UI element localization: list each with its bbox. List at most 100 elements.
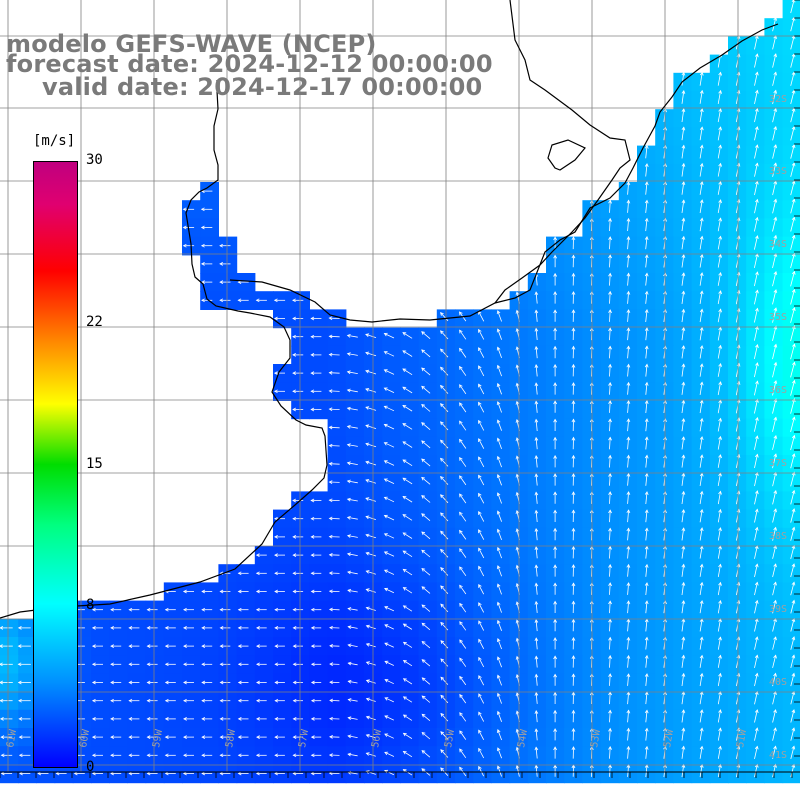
wind-arrow: [553, 691, 558, 704]
wind-arrow: [790, 727, 796, 741]
wind-arrow: [146, 698, 158, 703]
wind-arrow: [183, 644, 194, 648]
wind-arrow: [717, 271, 722, 286]
wind-arrow: [201, 298, 213, 303]
wind-arrow: [717, 636, 722, 650]
wind-arrow: [440, 530, 449, 540]
wind-arrow: [496, 401, 502, 413]
wind-arrow: [200, 262, 213, 266]
wind-arrow: [384, 624, 394, 630]
wind-arrow: [384, 751, 395, 757]
wind-arrow: [626, 327, 631, 341]
wind-arrow: [421, 604, 431, 612]
wind-arrow: [626, 600, 631, 614]
wind-arrow: [699, 527, 704, 541]
wind-arrow: [699, 345, 704, 359]
wind-arrow: [772, 508, 777, 523]
wind-arrow: [255, 571, 267, 576]
wind-arrow: [421, 422, 431, 431]
wind-arrow: [754, 435, 759, 450]
wind-arrow: [754, 508, 759, 523]
wind-arrow: [328, 607, 340, 612]
lat-label: 39S: [769, 604, 787, 615]
wind-arrow: [626, 709, 631, 723]
wind-arrow: [201, 589, 213, 594]
wind-arrow: [571, 454, 576, 468]
wind-arrow: [553, 637, 558, 650]
wind-arrow: [17, 644, 31, 648]
wind-arrow: [310, 735, 322, 739]
wind-arrow: [699, 235, 704, 250]
wind-arrow: [421, 640, 431, 649]
wind-arrow: [18, 735, 31, 739]
wind-arrow: [534, 673, 539, 686]
wind-arrow: [553, 327, 558, 340]
wind-arrow: [346, 352, 358, 356]
wind-arrow: [790, 672, 796, 687]
wind-arrow: [459, 730, 467, 740]
wind-arrow: [310, 607, 322, 612]
wind-arrow: [478, 419, 485, 431]
wind-arrow: [608, 236, 612, 250]
wind-arrow: [182, 207, 195, 212]
wind-arrow: [754, 654, 759, 668]
wind-arrow: [365, 661, 376, 666]
wind-arrow: [608, 472, 612, 486]
wind-arrow: [626, 254, 631, 268]
wind-arrow: [440, 512, 449, 522]
wind-arrow: [644, 545, 649, 559]
wind-arrow: [383, 460, 395, 466]
wind-arrow: [346, 388, 358, 393]
wind-arrow: [754, 144, 759, 159]
wind-speed-cell: [746, 218, 765, 238]
wind-arrow: [571, 254, 576, 268]
wind-arrow: [626, 545, 631, 559]
wind-speed-cell: [764, 728, 784, 747]
wind-arrow: [553, 509, 558, 522]
wind-arrow: [274, 662, 285, 667]
wind-arrow: [255, 607, 267, 612]
wind-arrow: [459, 384, 467, 395]
wind-arrow: [219, 280, 231, 284]
wind-arrow: [292, 626, 304, 630]
wind-arrow: [496, 346, 502, 359]
wind-arrow: [534, 600, 539, 613]
wind-arrow: [329, 735, 340, 739]
wind-arrow: [534, 309, 539, 322]
wind-arrow: [534, 764, 539, 777]
wind-arrow: [164, 626, 176, 630]
wind-arrow: [383, 387, 395, 393]
wind-arrow: [292, 316, 304, 321]
wind-arrow: [534, 436, 539, 450]
wind-arrow: [402, 714, 413, 721]
wind-arrow: [292, 535, 304, 539]
wind-arrow: [717, 89, 722, 104]
wind-arrow: [310, 626, 322, 630]
wind-arrow: [496, 729, 502, 741]
wind-arrow: [365, 606, 376, 611]
wind-arrow: [384, 715, 394, 721]
lon-label: 51W: [735, 728, 749, 749]
wind-arrow: [421, 567, 431, 576]
wind-arrow: [110, 626, 122, 630]
wind-arrow: [365, 551, 377, 557]
lat-label: 38S: [769, 531, 787, 542]
wind-arrow: [772, 343, 778, 360]
wind-arrow: [644, 472, 649, 486]
wind-arrow: [790, 379, 796, 396]
wind-arrow: [553, 527, 558, 541]
wind-arrow: [496, 747, 502, 759]
wind-arrow: [91, 626, 103, 630]
wind-arrow: [347, 625, 358, 630]
wind-arrow: [421, 586, 431, 594]
wind-arrow: [365, 515, 377, 520]
wind-arrow: [534, 345, 539, 359]
lat-label: 33S: [769, 166, 787, 177]
wind-arrow: [365, 369, 377, 375]
wind-arrow: [717, 180, 722, 195]
wind-arrow: [626, 345, 631, 359]
wind-arrow: [790, 0, 796, 14]
wind-arrow: [644, 509, 649, 523]
wind-arrow: [699, 272, 704, 286]
